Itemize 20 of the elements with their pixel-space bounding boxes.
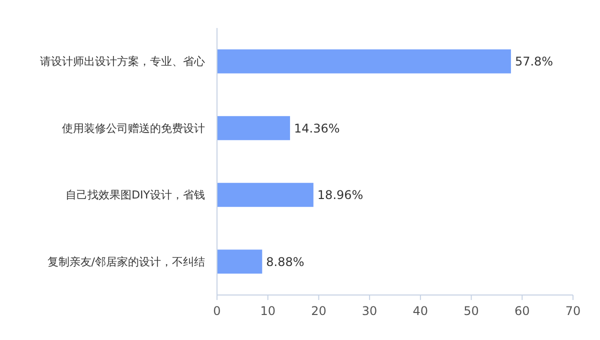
y-tick-label: 请设计师出设计方案，专业、省心 [40,55,205,68]
x-tick-label: 70 [565,304,581,318]
bar [217,250,262,274]
bar [217,116,290,140]
y-tick-label: 自己找效果图DIY设计，省钱 [66,188,205,202]
data-label: 18.96% [317,188,364,202]
bar [217,49,511,74]
x-tick-label: 30 [362,304,378,318]
data-label: 14.36% [294,121,340,136]
x-tick-label: 0 [213,304,221,318]
x-tick-label: 10 [260,304,276,318]
data-label: 57.8% [514,54,554,69]
y-tick-label: 使用装修公司赠送的免费设计 [62,122,205,135]
x-tick-label: 40 [412,304,428,318]
data-label: 8.88% [266,254,304,269]
bar [217,182,314,207]
x-tick-label: 60 [514,304,530,318]
x-tick-label: 20 [311,304,326,318]
x-tick-label: 50 [464,304,479,318]
y-tick-label: 复制亲友/邻居家的设计，不纠结 [47,255,205,268]
